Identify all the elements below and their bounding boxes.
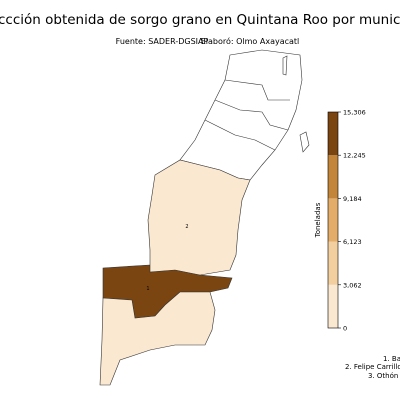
author: Elaboró: Olmo Axayacatl xyxy=(201,36,300,46)
title: ccción obtenida de sorgo grano en Quinta… xyxy=(0,12,400,28)
boundary xyxy=(204,119,276,151)
island xyxy=(282,55,288,76)
colorbar-bin xyxy=(328,155,338,199)
municipality-label: 1 xyxy=(146,286,149,292)
colorbar-tick-label: 0 xyxy=(343,325,347,333)
island xyxy=(299,131,310,153)
colorbar-tick-label: 6,123 xyxy=(343,238,362,246)
colorbar-tick-label: 12,245 xyxy=(343,152,366,160)
legend-entry: 3. Othón F xyxy=(368,372,400,380)
colorbar-bin xyxy=(328,284,338,328)
municipality xyxy=(147,159,251,276)
colorbar-bin xyxy=(328,198,338,242)
colorbar-frame xyxy=(327,111,339,329)
boundary xyxy=(214,99,289,131)
colorbar-bin xyxy=(328,241,338,285)
colorbar-tick-label: 9,184 xyxy=(343,195,362,203)
colorbar-tick-label: 3,062 xyxy=(343,281,362,289)
legend-entry: 1. Ba xyxy=(383,355,400,363)
colorbar-tick-label: 15,306 xyxy=(343,109,366,117)
colorbar-label: Toneladas xyxy=(314,202,322,238)
source: Fuente: SADER-DGSIAP xyxy=(116,37,209,46)
legend-entry: 2. Felipe Carrillo xyxy=(345,363,400,371)
colorbar-bin xyxy=(328,112,338,156)
municipality xyxy=(99,291,216,386)
boundary xyxy=(224,79,290,101)
municipality-label: 2 xyxy=(185,224,188,230)
